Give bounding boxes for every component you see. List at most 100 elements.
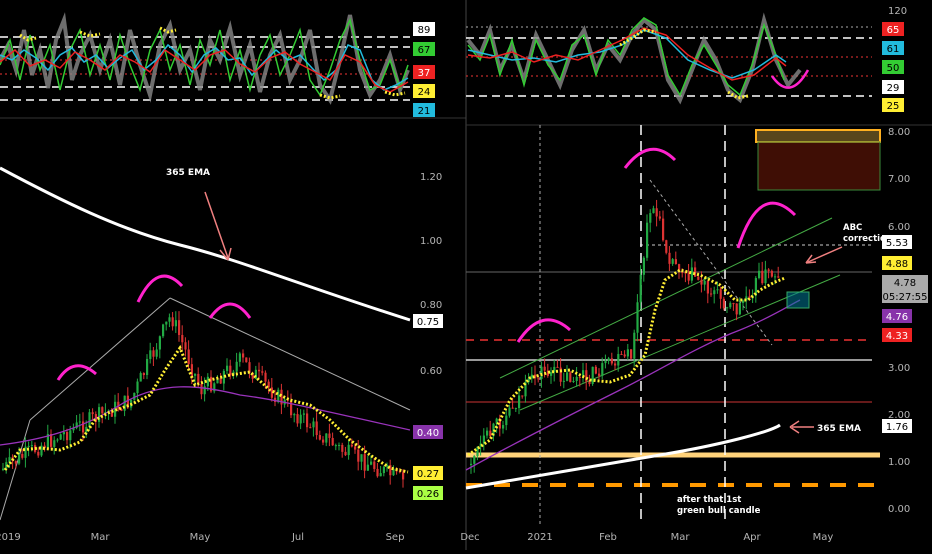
candle-body	[216, 378, 219, 384]
left-price-tag-bg	[413, 486, 443, 500]
candle-body	[363, 454, 366, 471]
target-box	[757, 141, 881, 191]
candle-body	[764, 269, 767, 284]
right-osc-tag-bg	[882, 60, 904, 74]
left-price-tick: 0.80	[420, 300, 442, 311]
candle-body	[126, 395, 129, 408]
candle-body	[88, 412, 91, 427]
right-pink-arc-3	[736, 201, 797, 249]
osc-yellow-dots-right	[619, 28, 749, 100]
left-price-pane: 365 EMA	[0, 166, 411, 521]
candle-body	[524, 382, 527, 397]
candle-body	[550, 372, 553, 376]
right-osc-tag-bg	[882, 41, 904, 55]
left-price-tag-bg	[413, 466, 443, 480]
right-price-pane: ABC correction 365 EMA after that 1st gr…	[465, 125, 892, 525]
candle-body	[623, 354, 626, 357]
candle-body	[82, 421, 85, 433]
annotation-bull-line1: after that 1st	[677, 495, 741, 505]
right-price-tag-bg	[882, 275, 928, 289]
left-pink-arc-3	[208, 302, 252, 319]
candle-body	[347, 444, 350, 456]
left-osc-tag-bg	[413, 65, 435, 79]
candle-body	[476, 446, 479, 457]
candle-body	[598, 373, 601, 376]
candle-body	[338, 444, 341, 446]
candle-body	[254, 369, 257, 379]
candle-body	[152, 350, 155, 357]
candle-body	[331, 437, 334, 446]
candle-body	[652, 208, 655, 214]
candle-body	[37, 451, 40, 456]
candle-body	[665, 240, 668, 253]
left-price-tag-bg	[413, 425, 443, 439]
left-osc-tag: 21	[418, 106, 431, 117]
left-price-tick: 1.00	[420, 236, 442, 247]
candle-body	[229, 365, 232, 376]
candle-body	[614, 363, 617, 366]
candle-body	[633, 332, 636, 359]
left-time-tick: May	[190, 532, 211, 543]
right-oscillator-tags: 65 61 50 29 25	[882, 22, 904, 112]
right-osc-tag: 29	[887, 83, 900, 94]
candle-body	[123, 395, 126, 411]
candle-body	[607, 358, 610, 361]
candle-body	[559, 367, 562, 382]
candle-body	[322, 439, 325, 443]
candle-body	[194, 373, 197, 376]
candle-body	[69, 430, 72, 441]
candle-body	[658, 216, 661, 219]
candle-body	[498, 418, 501, 429]
right-pink-arc-2	[623, 147, 677, 169]
candle-body	[530, 374, 533, 379]
candle-body	[713, 290, 716, 295]
candle-body	[398, 471, 401, 473]
candle-body	[171, 317, 174, 327]
candle-body	[534, 374, 537, 379]
candle-body	[386, 465, 389, 467]
projection-box	[786, 291, 810, 309]
left-price-tag: 0.75	[417, 317, 439, 328]
candle-body	[508, 407, 511, 416]
right-time-axis: Dec 2021 Feb Mar Apr May	[460, 532, 833, 543]
candle-body	[639, 274, 642, 303]
left-panel: 365 EMA 1.201.000.800.600.40 8967372421 …	[0, 12, 466, 543]
left-candles	[2, 311, 405, 488]
candle-body	[486, 430, 489, 436]
candle-body	[502, 425, 505, 429]
candle-body	[341, 444, 344, 452]
candle-body	[610, 358, 613, 364]
arrow-abc	[807, 246, 843, 263]
candle-body	[761, 270, 764, 284]
candle-body	[694, 267, 697, 277]
candle-body	[184, 342, 187, 350]
candle-body	[729, 303, 732, 308]
candle-body	[142, 373, 145, 376]
candle-body	[357, 449, 360, 462]
candle-body	[562, 380, 565, 382]
trendline-fall	[169, 297, 411, 411]
candle-body	[21, 453, 24, 458]
right-price-tick: 1.00	[888, 457, 910, 468]
right-price-tag-bg	[882, 256, 912, 270]
wedge-line	[649, 179, 773, 346]
annotation-abc-line1: ABC	[843, 223, 862, 233]
arrow-head-365-ema-right	[789, 420, 800, 434]
candle-body	[620, 354, 623, 356]
right-price-tag: 1.76	[886, 422, 908, 433]
candle-body	[174, 320, 177, 327]
candle-body	[168, 317, 171, 322]
candle-body	[774, 276, 777, 278]
candle-body	[697, 276, 700, 280]
right-osc-tag: 65	[887, 25, 900, 36]
candle-body	[738, 302, 741, 315]
candle-body	[277, 389, 280, 403]
right-osc-tick: 120	[888, 6, 907, 17]
channel-upper	[499, 217, 833, 379]
candle-body	[101, 407, 104, 414]
candle-body	[376, 468, 379, 477]
left-pink-arc-1	[56, 364, 97, 381]
right-time-tick: 2021	[527, 532, 552, 543]
